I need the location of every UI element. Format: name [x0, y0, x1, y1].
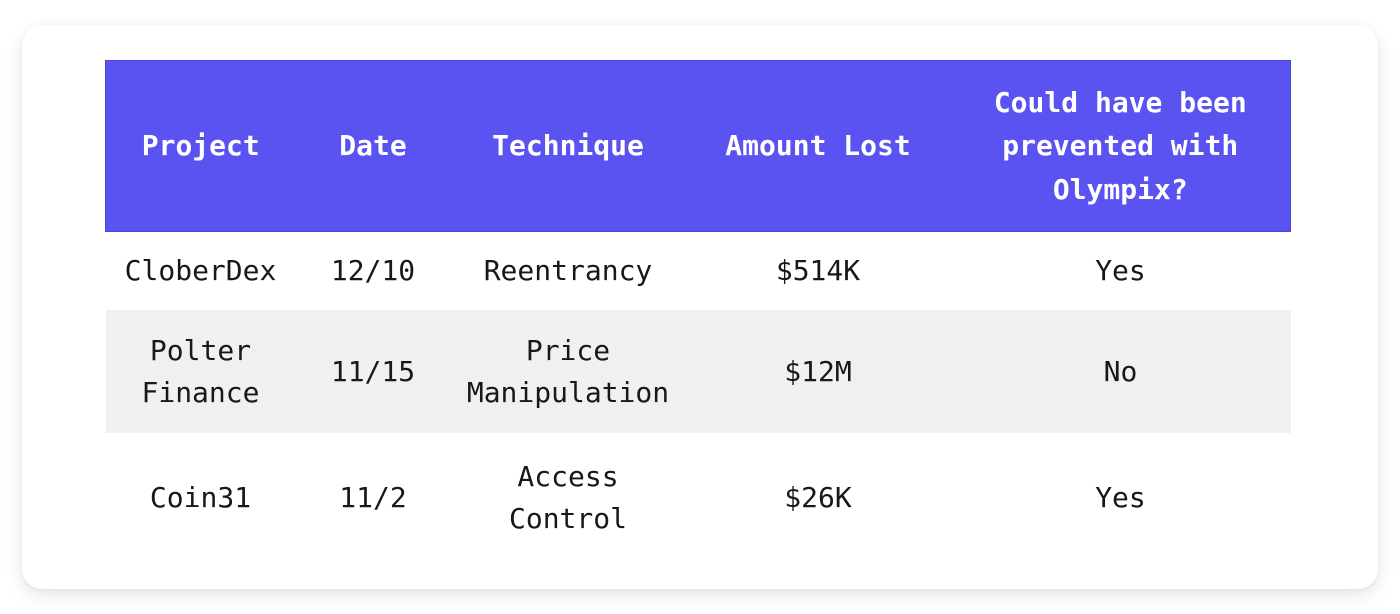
column-header-date: Date — [295, 60, 451, 232]
exploit-incidents-table: Project Date Technique Amount Lost Could… — [105, 60, 1291, 562]
cell-technique: Access Control — [450, 433, 686, 562]
cell-date: 12/10 — [295, 231, 451, 310]
cell-prevented: No — [950, 310, 1291, 433]
cell-prevented: Yes — [950, 433, 1291, 562]
column-header-amount-lost: Amount Lost — [685, 60, 951, 232]
cell-project: CloberDex — [105, 231, 296, 310]
table-header-row: Project Date Technique Amount Lost Could… — [105, 60, 1291, 232]
column-header-project: Project — [105, 60, 296, 232]
table-row: CloberDex 12/10 Reentrancy $514K Yes — [105, 231, 1291, 310]
cell-project: Coin31 — [105, 433, 296, 562]
cell-amount-lost: $514K — [685, 231, 951, 310]
column-header-technique: Technique — [450, 60, 686, 232]
table-card: Project Date Technique Amount Lost Could… — [22, 25, 1378, 589]
cell-date: 11/15 — [295, 310, 451, 433]
column-header-prevented-with-olympix: Could have been prevented with Olympix? — [950, 60, 1291, 232]
cell-date: 11/2 — [295, 433, 451, 562]
table-row: Polter Finance 11/15 Price Manipulation … — [105, 310, 1291, 433]
cell-amount-lost: $12M — [685, 310, 951, 433]
cell-prevented: Yes — [950, 231, 1291, 310]
cell-technique: Reentrancy — [450, 231, 686, 310]
table-body: CloberDex 12/10 Reentrancy $514K Yes Pol… — [105, 231, 1291, 562]
table-row: Coin31 11/2 Access Control $26K Yes — [105, 433, 1291, 562]
cell-project: Polter Finance — [105, 310, 296, 433]
cell-amount-lost: $26K — [685, 433, 951, 562]
cell-technique: Price Manipulation — [450, 310, 686, 433]
table-header: Project Date Technique Amount Lost Could… — [105, 60, 1291, 232]
